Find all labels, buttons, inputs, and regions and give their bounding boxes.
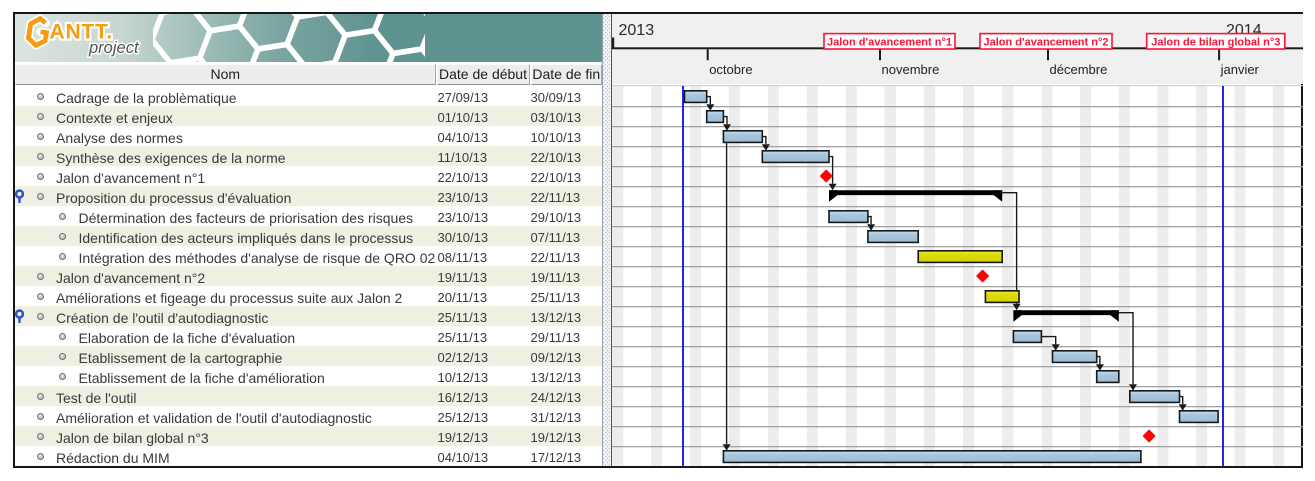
- svg-text:project: project: [88, 39, 140, 57]
- svg-text:Jalon d'avancement n°2: Jalon d'avancement n°2: [983, 36, 1108, 48]
- svg-text:ANTT.: ANTT.: [50, 21, 114, 44]
- svg-text:octobre: octobre: [709, 62, 752, 77]
- svg-text:Jalon d'avancement n°1: Jalon d'avancement n°1: [827, 36, 952, 48]
- svg-text:décembre: décembre: [1050, 62, 1108, 77]
- svg-text:novembre: novembre: [882, 62, 940, 77]
- svg-text:2013: 2013: [619, 22, 655, 39]
- svg-text:janvier: janvier: [1220, 62, 1260, 77]
- svg-text:Jalon de bilan global n°3: Jalon de bilan global n°3: [1151, 36, 1280, 48]
